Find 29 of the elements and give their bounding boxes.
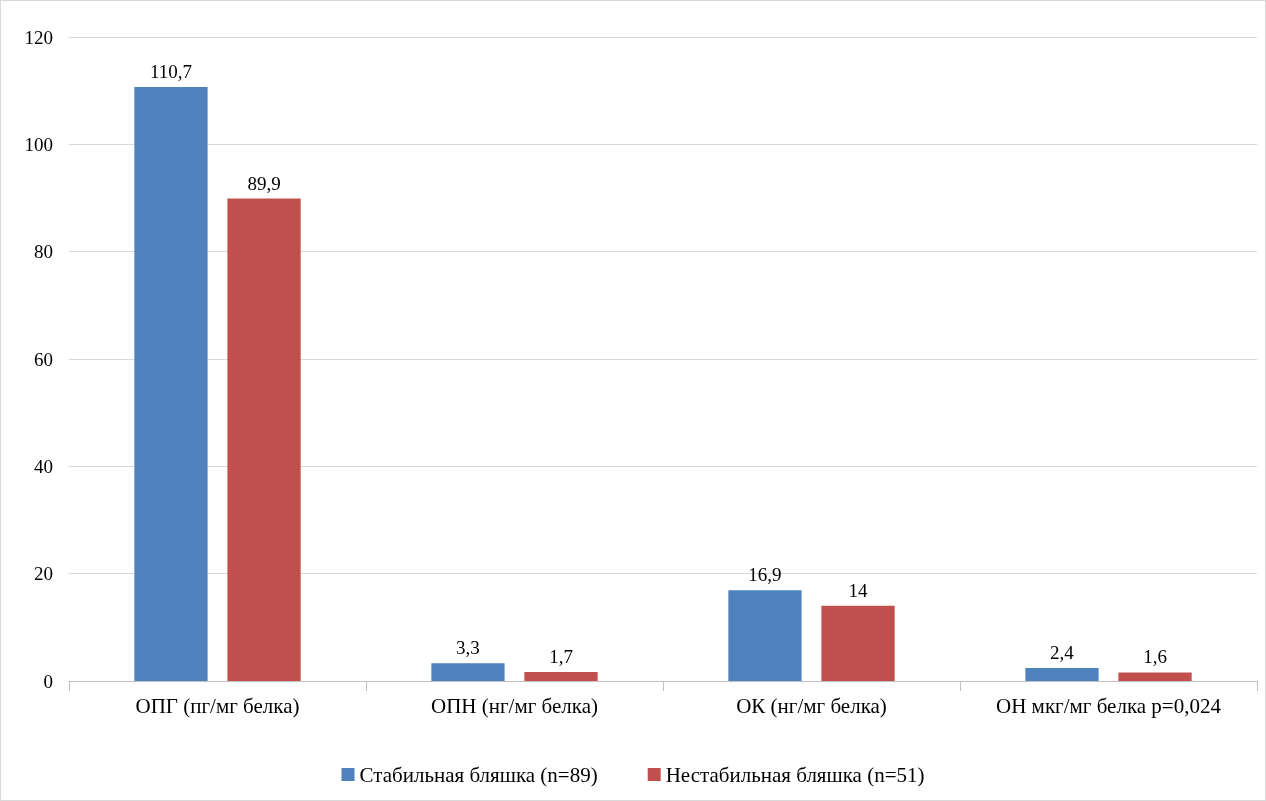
data-label: 1,6 <box>1143 646 1167 668</box>
x-tick-label: ОПН (нг/мг белка) <box>431 693 598 718</box>
bar <box>1025 668 1099 681</box>
y-tick-label: 100 <box>24 133 53 155</box>
y-tick-label: 40 <box>34 455 53 477</box>
bar <box>227 198 301 681</box>
bar <box>1118 672 1192 681</box>
y-tick-label: 0 <box>43 670 53 692</box>
data-label: 3,3 <box>456 637 480 659</box>
data-label: 14 <box>848 579 869 601</box>
bar <box>431 663 505 681</box>
data-label: 110,7 <box>149 60 192 82</box>
bar <box>728 590 802 681</box>
y-tick-label: 20 <box>34 563 53 585</box>
data-label: 89,9 <box>247 172 281 194</box>
x-tick-label: ОПГ (пг/мг белка) <box>135 693 300 718</box>
legend-label: Нестабильная бляшка (n=51) <box>665 762 925 787</box>
y-tick-label: 60 <box>34 348 53 370</box>
data-label: 2,4 <box>1050 642 1075 664</box>
bar <box>524 671 598 681</box>
data-label: 16,9 <box>748 564 782 586</box>
legend-label: Стабильная бляшка (n=89) <box>359 762 598 787</box>
x-tick-label: ОК (нг/мг белка) <box>736 693 887 718</box>
bar <box>134 86 208 681</box>
bar <box>821 605 895 681</box>
y-tick-label: 80 <box>34 241 53 263</box>
y-tick-label: 120 <box>24 26 53 48</box>
x-tick-label: ОН мкг/мг белка p=0,024 <box>996 693 1222 718</box>
data-label: 1,7 <box>549 645 573 667</box>
